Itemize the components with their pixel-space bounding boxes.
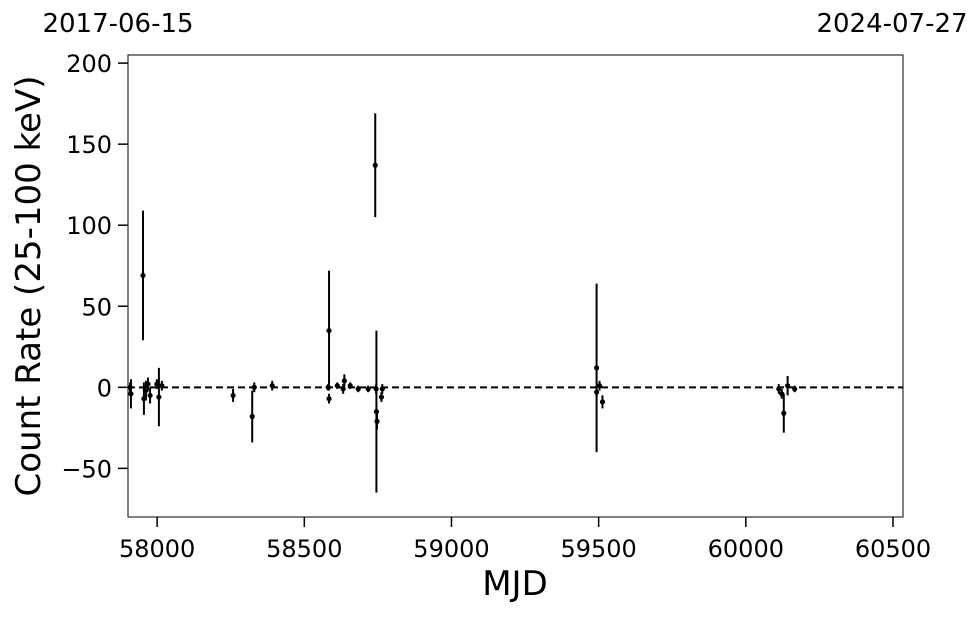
data-point xyxy=(347,383,353,389)
x-tick-label: 59000 xyxy=(413,535,489,563)
data-point xyxy=(593,365,600,371)
data-point xyxy=(156,394,162,400)
y-tick-label: 200 xyxy=(66,50,112,78)
x-axis-label: MJD xyxy=(482,564,548,604)
data-point xyxy=(374,418,380,424)
x-tick-label: 59500 xyxy=(560,535,636,563)
x-tick-label: 60000 xyxy=(708,535,784,563)
data-point xyxy=(792,386,798,392)
data-point xyxy=(326,327,332,334)
data-point xyxy=(599,399,606,405)
y-tick-label: 0 xyxy=(97,374,112,402)
data-point xyxy=(379,386,385,392)
data-point xyxy=(145,381,151,387)
data-point xyxy=(269,383,275,389)
data-point xyxy=(128,391,134,397)
data-point xyxy=(355,386,361,392)
y-tick-label: −50 xyxy=(61,455,112,483)
x-tick-label: 60500 xyxy=(855,535,931,563)
data-point xyxy=(147,392,153,399)
data-point xyxy=(249,413,255,420)
data-point xyxy=(230,392,236,399)
data-point xyxy=(251,384,257,390)
data-point xyxy=(326,396,332,402)
x-tick-label: 58000 xyxy=(119,535,195,563)
data-point xyxy=(140,272,146,279)
x-tick-label: 58500 xyxy=(266,535,342,563)
data-point xyxy=(159,383,165,389)
start-date: 2017-06-15 xyxy=(42,9,193,39)
data-point xyxy=(373,409,380,415)
y-tick-label: 100 xyxy=(66,212,112,240)
plot-frame xyxy=(127,54,904,518)
data-point xyxy=(593,389,600,395)
y-axis-label: Count Rate (25-100 keV) xyxy=(9,76,49,497)
data-point xyxy=(596,383,603,389)
data-point xyxy=(372,162,378,168)
data-point xyxy=(781,410,787,416)
data-point xyxy=(378,394,385,400)
data-point xyxy=(776,386,782,392)
end-date: 2024-07-27 xyxy=(816,9,967,39)
y-tick-label: 150 xyxy=(66,131,112,159)
data-point xyxy=(785,383,791,389)
data-point xyxy=(334,383,340,389)
y-tick-label: 50 xyxy=(81,293,112,321)
data-point xyxy=(340,386,346,392)
data-point xyxy=(341,378,347,384)
data-point xyxy=(365,386,371,392)
